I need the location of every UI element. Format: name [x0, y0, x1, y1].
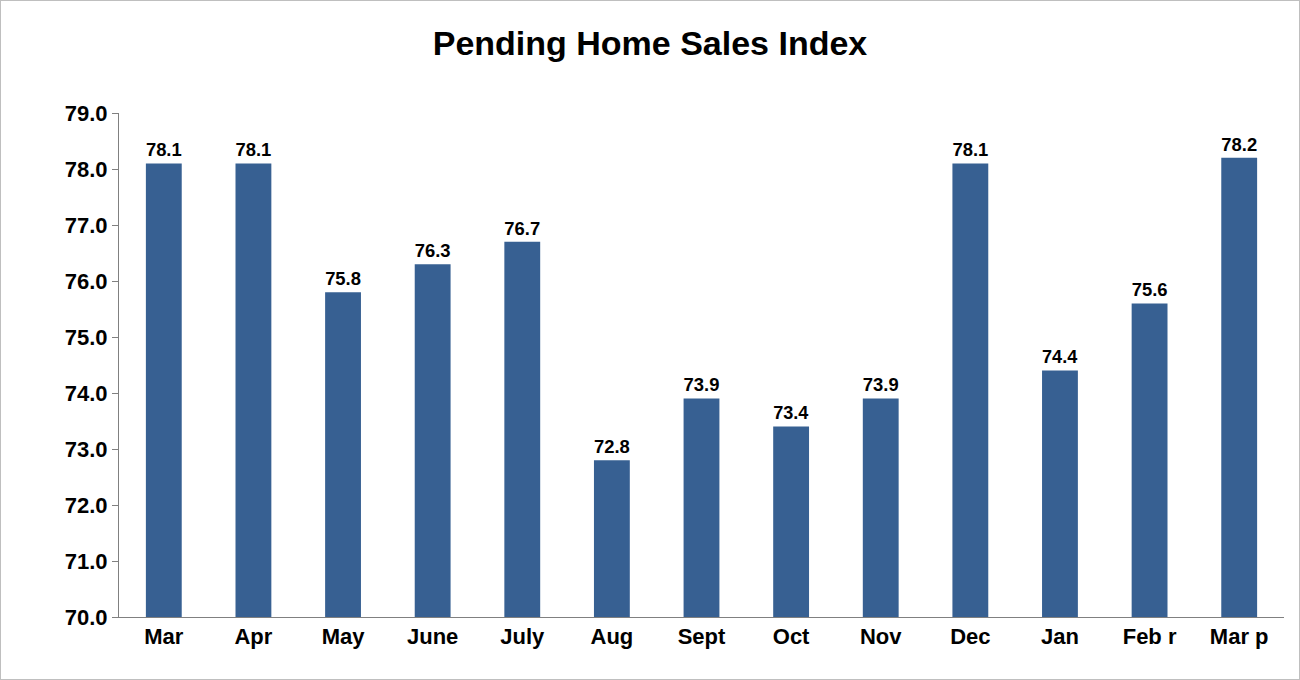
svg-text:72.0: 72.0 [65, 493, 108, 518]
svg-text:73.0: 73.0 [65, 437, 108, 462]
svg-text:Dec: Dec [950, 624, 990, 649]
svg-text:Nov: Nov [860, 624, 902, 649]
svg-text:73.9: 73.9 [863, 374, 899, 395]
svg-text:June: June [407, 624, 458, 649]
svg-text:Pending Home Sales Index: Pending Home Sales Index [433, 24, 868, 62]
svg-text:Apr: Apr [234, 624, 272, 649]
svg-text:72.8: 72.8 [594, 436, 630, 457]
svg-text:78.1: 78.1 [952, 139, 988, 160]
svg-text:70.0: 70.0 [65, 605, 108, 630]
svg-text:78.1: 78.1 [236, 139, 272, 160]
svg-text:79.0: 79.0 [65, 101, 108, 126]
svg-text:78.1: 78.1 [146, 139, 182, 160]
svg-text:Aug: Aug [590, 624, 633, 649]
svg-text:74.0: 74.0 [65, 381, 108, 406]
svg-text:77.0: 77.0 [65, 213, 108, 238]
svg-text:75.0: 75.0 [65, 325, 108, 350]
svg-text:76.3: 76.3 [415, 240, 451, 261]
svg-text:Feb r: Feb r [1123, 624, 1177, 649]
svg-text:76.0: 76.0 [65, 269, 108, 294]
svg-text:71.0: 71.0 [65, 549, 108, 574]
svg-text:78.0: 78.0 [65, 157, 108, 182]
svg-text:Jan: Jan [1041, 624, 1079, 649]
svg-text:75.8: 75.8 [325, 268, 361, 289]
svg-text:Sept: Sept [678, 624, 726, 649]
svg-text:May: May [322, 624, 366, 649]
svg-text:73.9: 73.9 [684, 374, 720, 395]
svg-text:Mar p: Mar p [1210, 624, 1269, 649]
svg-text:76.7: 76.7 [504, 218, 540, 239]
svg-text:July: July [500, 624, 545, 649]
svg-text:Mar: Mar [144, 624, 184, 649]
svg-text:74.4: 74.4 [1042, 347, 1077, 367]
svg-text:73.4: 73.4 [773, 403, 808, 423]
svg-text:Oct: Oct [773, 624, 810, 649]
svg-text:75.6: 75.6 [1132, 279, 1168, 300]
svg-text:78.2: 78.2 [1221, 134, 1257, 155]
